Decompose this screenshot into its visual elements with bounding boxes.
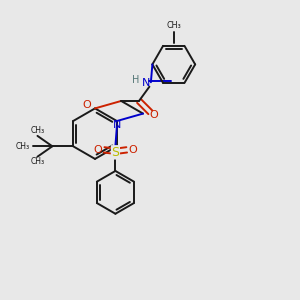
Text: O: O [149,110,158,120]
Text: S: S [111,146,119,159]
Text: O: O [82,100,91,110]
Text: N: N [113,121,121,130]
Text: H: H [132,75,140,85]
Text: CH₃: CH₃ [167,21,181,30]
Text: CH₃: CH₃ [30,157,44,166]
Text: O: O [93,145,102,155]
Text: O: O [129,145,138,155]
Text: CH₃: CH₃ [30,126,44,135]
Text: CH₃: CH₃ [16,142,30,151]
Text: N: N [142,78,150,88]
